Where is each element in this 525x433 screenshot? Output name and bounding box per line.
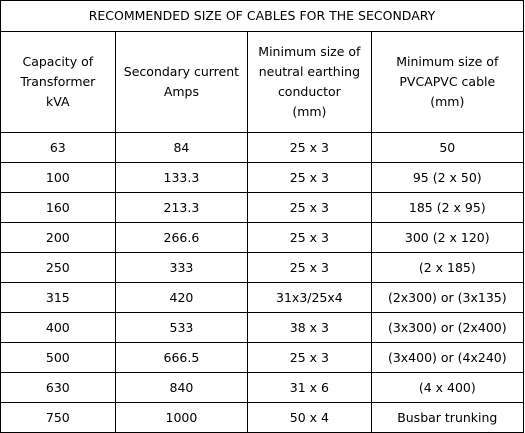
header-capacity-line-1: Capacity of [22, 54, 94, 69]
current-cell: 840 [114, 372, 249, 403]
capacity-cell: 160 [0, 192, 116, 223]
earthing-cell: 25 x 3 [247, 222, 372, 253]
earthing-cell: 25 x 3 [247, 342, 372, 373]
capacity-cell: 630 [0, 372, 116, 403]
header-neutral-earthing: Minimum size of neutral earthing conduct… [247, 31, 372, 133]
header-earthing-line-4: (mm) [292, 104, 327, 119]
capacity-cell: 200 [0, 222, 116, 253]
header-current-line-1: Secondary current [123, 64, 240, 79]
cable-cell: Busbar trunking [370, 402, 525, 433]
table-row: 250 333 25 x 3 (2 x 185) [0, 252, 525, 283]
table-row: 200 266.6 25 x 3 300 (2 x 120) [0, 222, 525, 253]
current-cell: 420 [114, 282, 249, 313]
capacity-cell: 750 [0, 402, 116, 433]
current-cell: 666.5 [114, 342, 249, 373]
header-cable-line-3: (mm) [430, 94, 465, 109]
title-row: RECOMMENDED SIZE OF CABLES FOR THE SECON… [0, 0, 524, 32]
cable-cell: 185 (2 x 95) [370, 192, 525, 223]
cable-cell: (2x300) or (3x135) [370, 282, 525, 313]
earthing-cell: 25 x 3 [247, 252, 372, 283]
header-cable-size: Minimum size of PVCAPVC cable (mm) [370, 31, 525, 133]
table-title: RECOMMENDED SIZE OF CABLES FOR THE SECON… [0, 0, 524, 32]
earthing-cell: 31 x 6 [247, 372, 372, 403]
earthing-cell: 25 x 3 [247, 162, 372, 193]
table-row: 750 1000 50 x 4 Busbar trunking [0, 402, 525, 433]
table-row: 500 666.5 25 x 3 (3x400) or (4x240) [0, 342, 525, 373]
capacity-cell: 100 [0, 162, 116, 193]
header-capacity: Capacity of Transformer kVA [0, 31, 116, 133]
capacity-cell: 400 [0, 312, 116, 343]
table-row: 160 213.3 25 x 3 185 (2 x 95) [0, 192, 525, 223]
header-earthing-line-1: Minimum size of [258, 44, 361, 59]
earthing-cell: 25 x 3 [247, 192, 372, 223]
capacity-cell: 500 [0, 342, 116, 373]
header-cable-line-2: PVCAPVC cable [399, 74, 496, 89]
header-secondary-current: Secondary current Amps [114, 31, 249, 133]
table-row: 315 420 31x3/25x4 (2x300) or (3x135) [0, 282, 525, 313]
capacity-cell: 315 [0, 282, 116, 313]
cable-cell: (4 x 400) [370, 372, 525, 403]
header-earthing-line-3: conductor [277, 84, 341, 99]
header-earthing-line-2: neutral earthing [258, 64, 361, 79]
earthing-cell: 38 x 3 [247, 312, 372, 343]
cable-cell: 95 (2 x 50) [370, 162, 525, 193]
current-cell: 133.3 [114, 162, 249, 193]
table-row: 63 84 25 x 3 50 [0, 132, 525, 163]
cable-cell: 300 (2 x 120) [370, 222, 525, 253]
cable-cell: (3x300) or (2x400) [370, 312, 525, 343]
capacity-cell: 250 [0, 252, 116, 283]
header-row: Capacity of Transformer kVA Secondary cu… [0, 31, 525, 133]
current-cell: 84 [114, 132, 249, 163]
current-cell: 1000 [114, 402, 249, 433]
capacity-cell: 63 [0, 132, 116, 163]
header-current-line-2: Amps [163, 84, 200, 99]
header-cable-line-1: Minimum size of [396, 54, 499, 69]
current-cell: 266.6 [114, 222, 249, 253]
earthing-cell: 25 x 3 [247, 132, 372, 163]
table-row: 400 533 38 x 3 (3x300) or (2x400) [0, 312, 525, 343]
header-capacity-line-3: kVA [46, 94, 70, 109]
current-cell: 333 [114, 252, 249, 283]
cable-cell: 50 [370, 132, 525, 163]
table-row: 100 133.3 25 x 3 95 (2 x 50) [0, 162, 525, 193]
table-row: 630 840 31 x 6 (4 x 400) [0, 372, 525, 403]
cable-cell: (2 x 185) [370, 252, 525, 283]
cable-cell: (3x400) or (4x240) [370, 342, 525, 373]
current-cell: 533 [114, 312, 249, 343]
current-cell: 213.3 [114, 192, 249, 223]
header-capacity-line-2: Transformer [20, 74, 96, 89]
earthing-cell: 50 x 4 [247, 402, 372, 433]
earthing-cell: 31x3/25x4 [247, 282, 372, 313]
